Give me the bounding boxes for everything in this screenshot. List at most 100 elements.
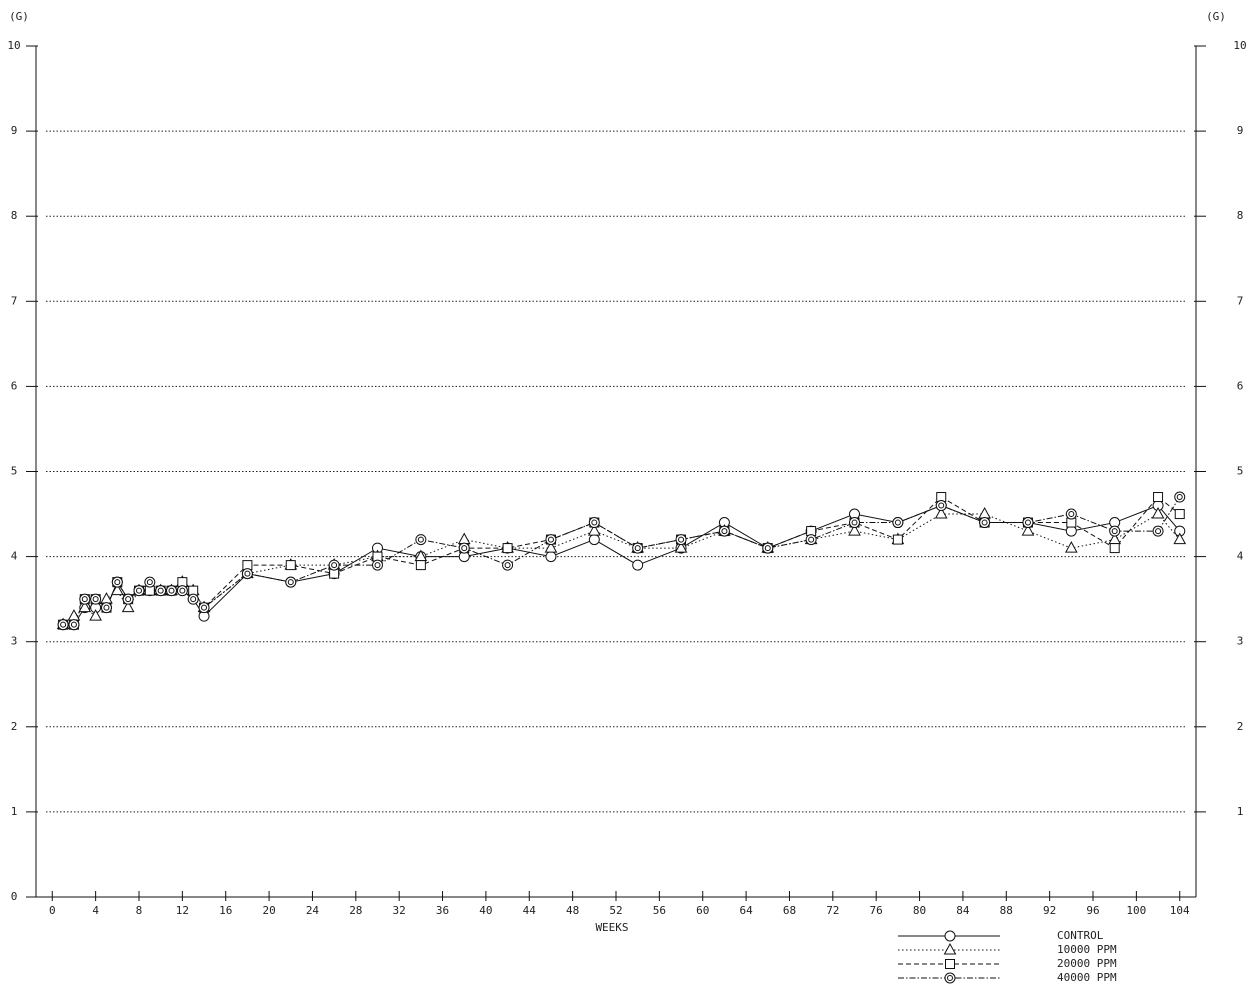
data-point: [805, 534, 817, 546]
data-point-inner: [81, 596, 88, 603]
data-point: [718, 525, 730, 537]
y-tick-label: 5: [11, 465, 18, 478]
data-point: [68, 619, 80, 631]
x-tick-label: 4: [92, 904, 99, 917]
x-tick-label: 44: [523, 904, 537, 917]
data-point: [544, 541, 558, 553]
x-tick-label: 68: [783, 904, 796, 917]
data-point: [1065, 508, 1077, 520]
data-point-inner: [851, 519, 858, 526]
data-point-inner: [417, 536, 424, 543]
data-point: [285, 576, 297, 588]
x-tick-label: 24: [306, 904, 320, 917]
data-point-inner: [114, 579, 121, 586]
data-point: [122, 593, 134, 605]
data-point: [241, 568, 253, 580]
x-tick-label: 52: [609, 904, 622, 917]
legend-marker-inner: [947, 975, 953, 981]
data-point: [415, 534, 427, 546]
data-point: [457, 532, 471, 545]
data-point: [1153, 492, 1164, 503]
data-point-inner: [461, 545, 468, 552]
data-point: [502, 559, 514, 571]
data-point: [1174, 509, 1185, 520]
data-point: [1064, 541, 1078, 553]
data-point: [121, 600, 135, 613]
series-line: [62, 513, 1181, 626]
x-tick-label: 96: [1086, 904, 1099, 917]
data-point: [285, 560, 296, 571]
legend-label: CONTROL: [1057, 929, 1104, 942]
data-point: [187, 593, 199, 605]
data-point: [111, 576, 123, 588]
data-point-inner: [981, 519, 988, 526]
y-tick-label: 10: [7, 39, 20, 52]
data-point: [632, 542, 644, 554]
series-line: [63, 496, 1181, 626]
data-point: [978, 507, 991, 519]
data-point: [502, 543, 513, 554]
legend-marker: [943, 942, 957, 955]
legend-label: 40000 PPM: [1057, 971, 1117, 984]
data-point-inner: [374, 562, 381, 569]
y2-tick-label: 9: [1237, 124, 1244, 137]
data-point-inner: [894, 519, 901, 526]
y-tick-label: 8: [11, 209, 18, 222]
data-point-inner: [92, 596, 99, 603]
data-point: [588, 534, 600, 546]
data-point: [1174, 491, 1186, 503]
data-point: [57, 619, 69, 631]
data-point: [176, 585, 188, 597]
x-tick-label: 100: [1126, 904, 1146, 917]
data-point-inner: [287, 579, 294, 586]
series-line: [63, 496, 1181, 626]
data-point-inner: [504, 562, 511, 569]
y2-tick-label: 5: [1237, 465, 1244, 478]
x-tick-label: 60: [696, 904, 709, 917]
data-point: [371, 559, 383, 571]
x-tick-label: 0: [49, 904, 56, 917]
y2-tick-label: 8: [1237, 209, 1244, 222]
data-point: [892, 517, 904, 529]
data-point-inner: [331, 562, 338, 569]
data-point-inner: [190, 596, 197, 603]
x-tick-label: 88: [1000, 904, 1013, 917]
x-tick-label: 72: [826, 904, 839, 917]
data-point: [328, 559, 340, 571]
x-tick-label: 36: [436, 904, 449, 917]
x-tick-label: 104: [1170, 904, 1190, 917]
data-point: [675, 534, 687, 546]
data-point-inner: [678, 536, 685, 543]
y2-tick-label: 4: [1237, 550, 1244, 563]
x-tick-label: 20: [262, 904, 275, 917]
data-point: [78, 600, 92, 613]
data-point-inner: [808, 536, 815, 543]
x-tick-label: 64: [739, 904, 753, 917]
data-point-inner: [764, 545, 771, 552]
y2-tick-label: 7: [1237, 294, 1244, 307]
data-point: [144, 576, 156, 588]
data-point: [979, 517, 991, 529]
x-tick-label: 28: [349, 904, 362, 917]
data-point: [848, 524, 861, 536]
x-tick-label: 32: [393, 904, 406, 917]
x-tick-label: 8: [136, 904, 143, 917]
data-point: [545, 534, 557, 546]
y-tick-label: 1: [11, 805, 18, 818]
y-tick-label: 0: [11, 890, 18, 903]
data-point-inner: [201, 604, 208, 611]
data-point-inner: [547, 536, 554, 543]
data-point: [1173, 532, 1187, 545]
data-point: [849, 517, 861, 529]
data-point: [935, 500, 947, 512]
data-point: [1151, 507, 1165, 519]
data-point: [1109, 525, 1121, 537]
y2-tick-label: 1: [1237, 805, 1244, 818]
data-point: [1152, 525, 1164, 537]
x-tick-label: 76: [870, 904, 883, 917]
data-point: [100, 602, 112, 614]
data-point: [67, 609, 81, 621]
data-point-inner: [135, 587, 142, 594]
y2-tick-label: 2: [1237, 720, 1244, 733]
